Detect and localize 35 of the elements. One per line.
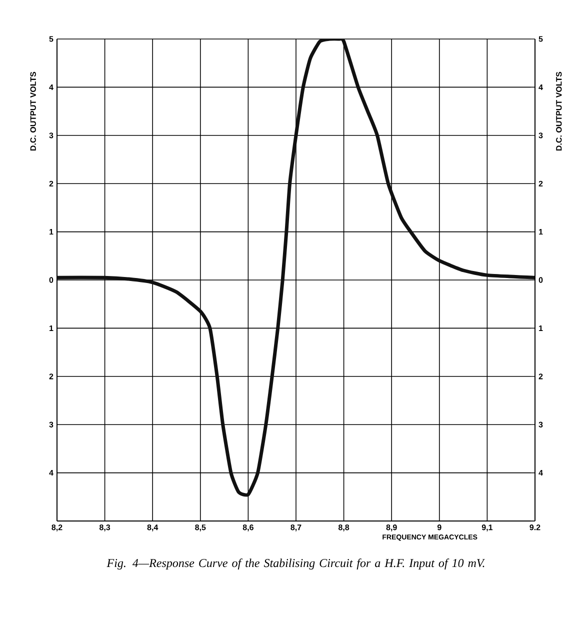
y2-tick-label: 3 [538, 422, 543, 428]
line-series [56, 39, 535, 497]
y-tick-label: 4 [49, 84, 54, 90]
x-tick-label: 8,9 [386, 524, 397, 532]
y-tick-label: 1 [50, 229, 54, 235]
text: Fig. 4—Response Curve of the Stabilising Circuit for a H.F. Input of 10 mV. [106, 558, 485, 570]
y2-tick-label: 3 [538, 132, 543, 138]
y2-tick-label: 2 [538, 180, 543, 186]
y2-axis-title: D.C. OUTPUT VOLTS [556, 72, 562, 150]
y2-tick-label: 4 [538, 470, 543, 476]
x-tick-label: 8,8 [338, 524, 350, 532]
x-tick-label: 8,5 [195, 524, 206, 532]
y2-tick-label: 1 [539, 325, 543, 331]
y-tick-label: 0 [49, 277, 54, 283]
y2-tick-label: 2 [538, 374, 543, 380]
y2-tick-label: 1 [539, 229, 543, 235]
x-tick-label: 9,1 [482, 524, 493, 532]
y2-tick-label: 0 [538, 277, 543, 283]
y-tick-label: 5 [49, 36, 54, 42]
x-tick-label: 9 [437, 524, 442, 530]
x-tick-label: 8,3 [99, 524, 110, 532]
y2-tick-label: 5 [538, 36, 543, 42]
y-axis-title: D.C. OUTPUT VOLTS [30, 72, 36, 150]
y-tick-label: 4 [49, 470, 54, 476]
x-tick-label: 8,7 [290, 524, 302, 532]
y-tick-label: 2 [49, 180, 54, 186]
x-tick-label: 8,4 [147, 524, 158, 532]
y-tick-label: 3 [49, 132, 54, 138]
y-tick-label: 1 [50, 325, 54, 331]
y2-tick-label: 4 [538, 84, 543, 90]
y-tick-label: 3 [49, 422, 54, 428]
x-tick-label: 9.2 [530, 524, 540, 530]
y-tick-label: 2 [49, 374, 54, 380]
x-tick-label: 8,2 [52, 524, 62, 532]
x-tick-label: 8,6 [242, 524, 254, 532]
